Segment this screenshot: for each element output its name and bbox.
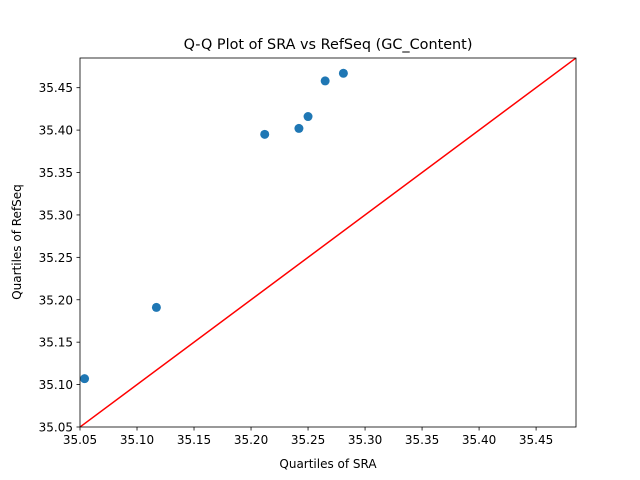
x-axis-title: Quartiles of SRA	[279, 457, 377, 471]
plot-area	[79, 57, 577, 428]
y-axis: 35.05 35.10 35.15 35.20 35.25 35.30 35.35 35.40…	[39, 81, 80, 435]
x-tick-label-1: 35.10	[120, 433, 154, 447]
y-axis-title: Quartiles of RefSeq	[10, 184, 24, 300]
x-tick-label-2: 35.15	[177, 433, 211, 447]
y-tick-label-4: 35.25	[39, 251, 73, 265]
x-tick-label-8: 35.45	[519, 433, 553, 447]
plot-frame	[79, 57, 577, 428]
data-point-6	[338, 68, 348, 78]
y-tick-label-0: 35.05	[39, 421, 73, 435]
x-tick-label-5: 35.30	[348, 433, 382, 447]
x-axis: 35.05 35.10 35.15 35.20 35.25 35.30 35.35 35.40…	[63, 427, 553, 447]
reference-line	[80, 58, 576, 427]
data-point-2	[260, 129, 270, 139]
data-point-5	[320, 76, 330, 86]
x-tick-label-7: 35.40	[462, 433, 496, 447]
y-tick-label-3: 35.20	[39, 293, 73, 307]
x-tick-label-6: 35.35	[405, 433, 439, 447]
y-tick-label-1: 35.10	[39, 378, 73, 392]
data-point-3	[294, 123, 304, 133]
y-tick-label-7: 35.40	[39, 124, 73, 138]
y-tick-label-8: 35.45	[39, 81, 73, 95]
data-point-1	[151, 302, 161, 312]
x-tick-label-4: 35.25	[291, 433, 325, 447]
x-tick-label-0: 35.05	[63, 433, 97, 447]
data-point-4	[303, 112, 313, 122]
x-tick-label-3: 35.20	[234, 433, 268, 447]
chart-title: Q-Q Plot of SRA vs RefSeq (GC_Content)	[184, 37, 473, 53]
y-tick-label-5: 35.30	[39, 208, 73, 222]
y-tick-label-2: 35.15	[39, 336, 73, 350]
y-tick-label-6: 35.35	[39, 166, 73, 180]
data-point-0	[80, 374, 90, 384]
